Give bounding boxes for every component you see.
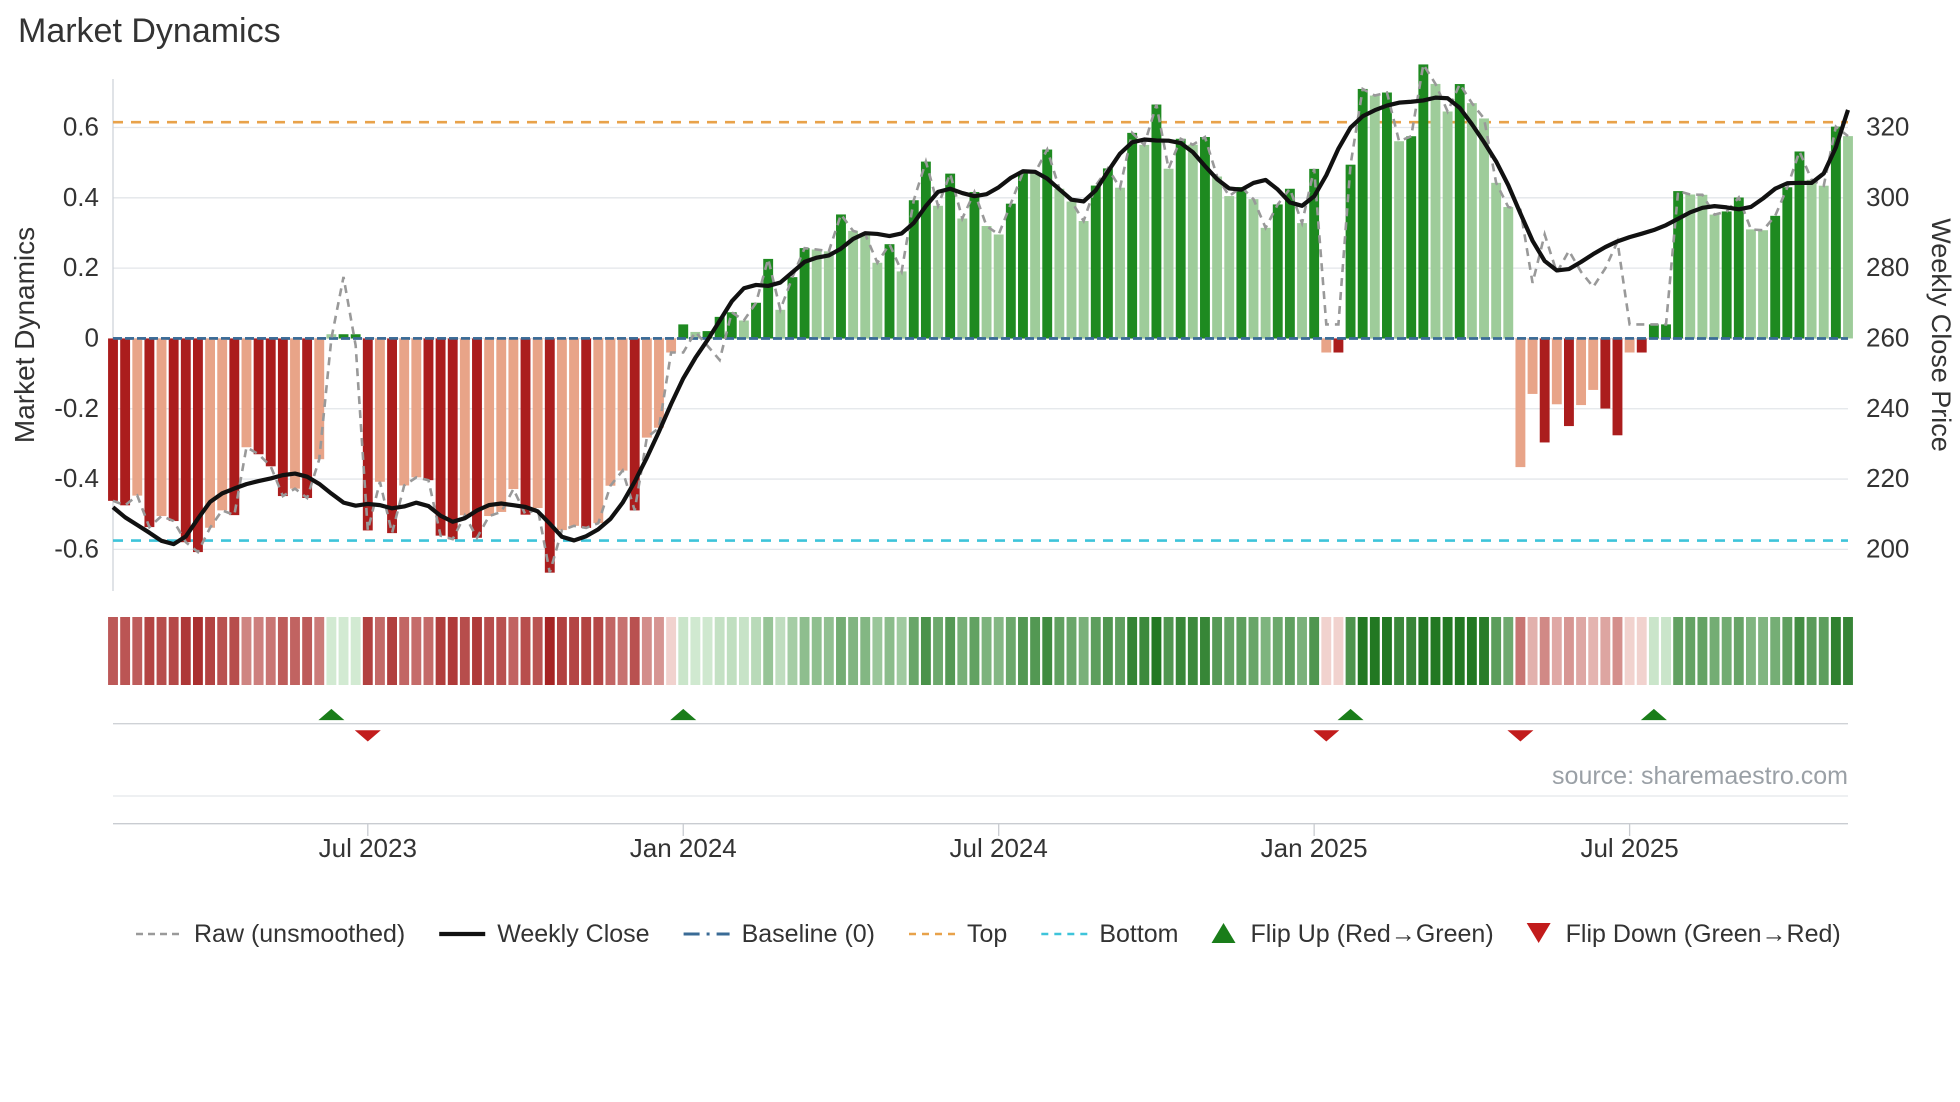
svg-text:-0.6: -0.6	[54, 533, 99, 563]
svg-text:Market Dynamics: Market Dynamics	[18, 12, 281, 50]
svg-text:0.2: 0.2	[63, 252, 99, 282]
svg-text:-0.2: -0.2	[54, 393, 99, 423]
svg-text:Flip Down (Green→Red): Flip Down (Green→Red)	[1566, 920, 1841, 948]
svg-text:Jul 2023: Jul 2023	[319, 833, 417, 863]
svg-text:Weekly Close: Weekly Close	[497, 920, 649, 948]
svg-text:Flip Up (Red→Green): Flip Up (Red→Green)	[1251, 920, 1494, 948]
svg-text:320: 320	[1866, 112, 1909, 142]
svg-text:Baseline (0): Baseline (0)	[742, 920, 875, 948]
svg-text:Raw (unsmoothed): Raw (unsmoothed)	[194, 920, 405, 948]
svg-text:0.6: 0.6	[63, 112, 99, 142]
svg-text:-0.4: -0.4	[54, 463, 99, 493]
svg-text:source: sharemaestro.com: source: sharemaestro.com	[1552, 762, 1848, 790]
svg-text:Jul 2024: Jul 2024	[950, 833, 1048, 863]
svg-text:240: 240	[1866, 393, 1909, 423]
svg-text:Bottom: Bottom	[1099, 920, 1178, 948]
svg-text:Jan 2025: Jan 2025	[1261, 833, 1368, 863]
svg-text:220: 220	[1866, 463, 1909, 493]
svg-text:Jul 2025: Jul 2025	[1580, 833, 1678, 863]
svg-text:Weekly Close Price: Weekly Close Price	[1926, 218, 1956, 452]
svg-text:Market Dynamics: Market Dynamics	[9, 227, 40, 443]
svg-text:260: 260	[1866, 322, 1909, 352]
svg-text:0.4: 0.4	[63, 182, 99, 212]
svg-text:Top: Top	[967, 920, 1007, 948]
svg-text:Jan 2024: Jan 2024	[630, 833, 737, 863]
svg-text:0: 0	[85, 322, 99, 352]
svg-text:200: 200	[1866, 533, 1909, 563]
svg-text:280: 280	[1866, 252, 1909, 282]
svg-text:300: 300	[1866, 182, 1909, 212]
